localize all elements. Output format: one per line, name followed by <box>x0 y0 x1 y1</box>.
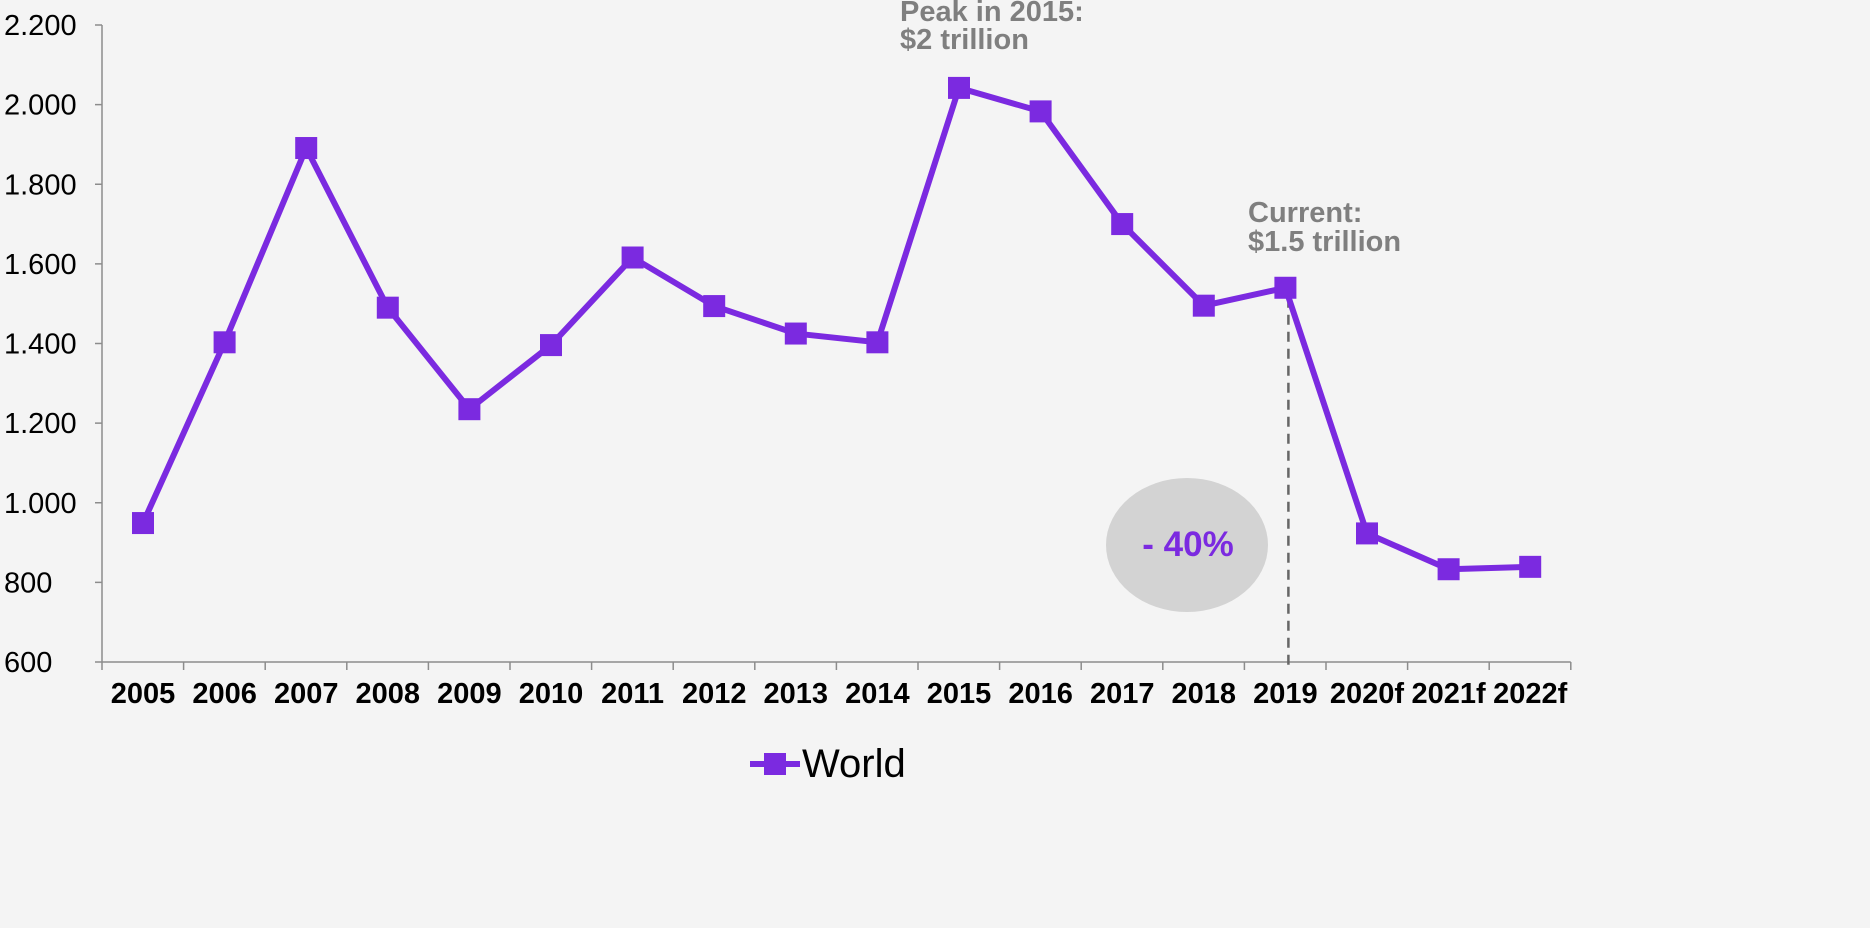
data-point-2018 <box>1192 294 1215 317</box>
data-point-2022f <box>1519 555 1542 578</box>
legend: World <box>750 742 906 786</box>
data-point-2008 <box>376 296 399 319</box>
y-tick-label: 1.200 <box>4 408 77 440</box>
data-point-2009 <box>458 398 481 421</box>
x-tick-label: 2008 <box>356 678 421 710</box>
x-tick-label: 2011 <box>601 678 664 710</box>
x-tick-label: 2016 <box>1008 678 1073 710</box>
x-tick-label: 2014 <box>845 678 910 710</box>
x-tick-label: 2019 <box>1253 678 1318 710</box>
x-tick-label: 2005 <box>111 678 176 710</box>
data-point-2010 <box>540 334 562 357</box>
data-point-2020f <box>1356 522 1378 545</box>
series-world <box>132 76 1542 581</box>
x-tick-label: 2022f <box>1493 678 1568 710</box>
current-annotation-line1: Current: <box>1248 197 1362 229</box>
y-tick-label: 2.200 <box>4 10 77 42</box>
data-point-2016 <box>1029 100 1052 123</box>
x-tick-label: 2009 <box>437 678 502 710</box>
y-tick-label: 1.000 <box>4 488 77 520</box>
x-tick-label: 2012 <box>682 678 747 710</box>
data-point-2015 <box>948 76 970 99</box>
data-point-2013 <box>784 322 807 345</box>
y-axis: 600 800 1.000 1.200 1.400 1.600 1.800 2.000 2.20… <box>4 10 103 679</box>
data-point-2019 <box>1274 276 1297 299</box>
drop-badge <box>1106 478 1268 612</box>
y-tick-label: 800 <box>4 567 52 599</box>
y-tick-label: 1.600 <box>4 249 77 281</box>
peak-annotation-line1: Peak in 2015: <box>900 0 1084 28</box>
y-tick-label: 1.800 <box>4 169 77 201</box>
y-tick-label: 2.000 <box>4 90 77 122</box>
drop-badge-label: - 40% <box>1142 525 1233 564</box>
x-tick-label: 2018 <box>1172 678 1237 710</box>
data-point-2021f <box>1437 558 1460 581</box>
y-tick-label: 1.400 <box>4 329 77 361</box>
data-point-2006 <box>213 331 236 354</box>
series-line-world <box>140 84 1531 573</box>
x-tick-label: 2013 <box>764 678 829 710</box>
data-point-2017 <box>1111 213 1134 236</box>
data-point-2007 <box>295 137 318 160</box>
x-tick-label: 2006 <box>192 678 257 710</box>
data-point-2012 <box>703 295 726 318</box>
legend-label: World <box>802 742 906 786</box>
x-axis: 2005 2006 2007 2008 2009 2010 2011 2012 2013 2014… <box>101 661 1572 710</box>
data-point-2005 <box>132 512 154 535</box>
data-point-2014 <box>866 331 889 354</box>
x-tick-label: 2021f <box>1412 678 1487 710</box>
x-tick-label: 2015 <box>927 678 992 710</box>
current-annotation-line2: $1.5 trillion <box>1248 226 1401 258</box>
x-tick-label: 2020f <box>1330 678 1405 710</box>
x-tick-label: 2010 <box>519 678 584 710</box>
y-tick-label: 600 <box>4 647 52 679</box>
x-tick-label: 2007 <box>274 678 339 710</box>
legend-marker-swatch <box>764 753 786 775</box>
data-point-2011 <box>621 246 644 269</box>
peak-annotation-line2: $2 trillion <box>900 24 1029 56</box>
x-tick-label: 2017 <box>1090 678 1155 710</box>
